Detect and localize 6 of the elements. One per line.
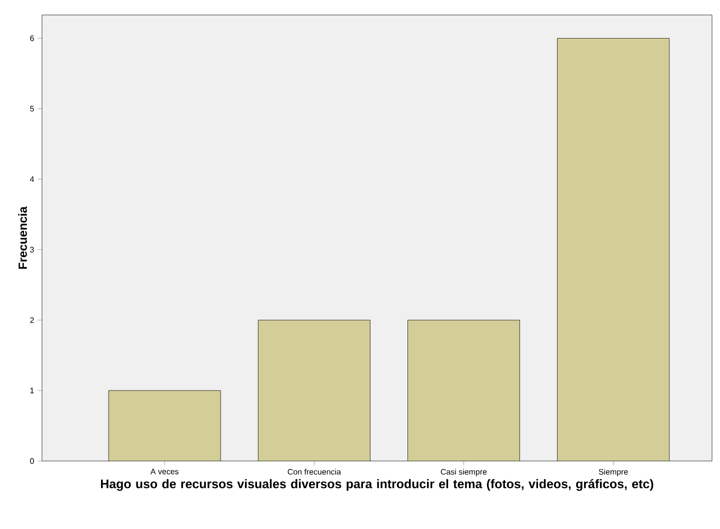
bar: [557, 38, 670, 461]
x-axis-title: Hago uso de recursos visuales diversos para introducir el tema (fotos, videos, gráficos, etc): [101, 479, 654, 491]
bar: [258, 320, 370, 461]
y-axis-title: Frecuencia: [18, 206, 27, 269]
bar: [108, 390, 221, 461]
bar: [408, 320, 520, 461]
